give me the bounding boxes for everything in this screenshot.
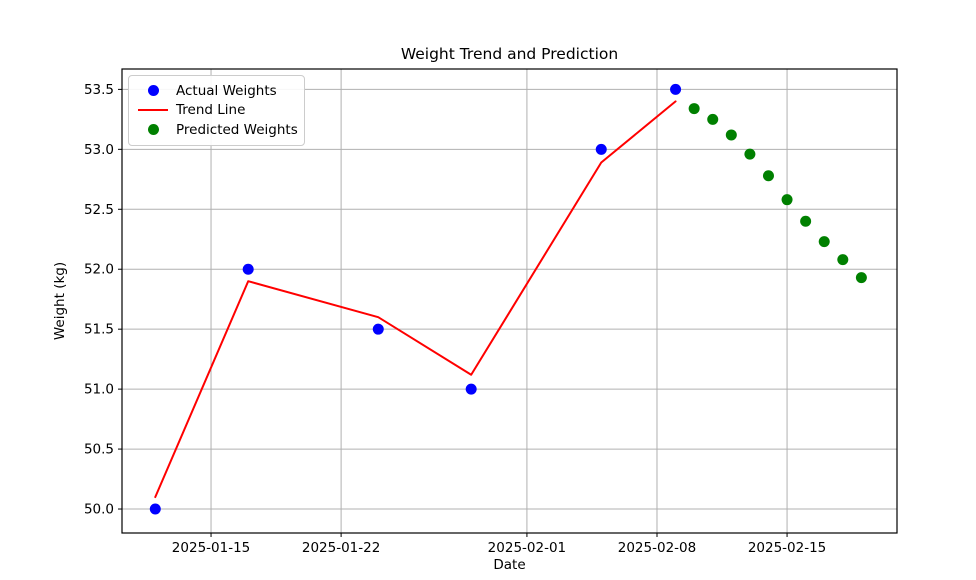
legend-marker-cell xyxy=(138,85,168,97)
x-tick-label: 2025-01-22 xyxy=(302,540,380,556)
x-axis-label: Date xyxy=(493,557,526,573)
x-tick-label: 2025-02-15 xyxy=(748,540,826,556)
actual-weights-point xyxy=(242,263,254,275)
trend-line-icon xyxy=(138,109,168,112)
x-tick-label: 2025-02-01 xyxy=(488,540,566,556)
actual-weights-point xyxy=(149,503,161,515)
predicted-weights-dot-icon xyxy=(147,124,159,136)
legend-label: Actual Weights xyxy=(176,82,277,99)
predicted-weights-point xyxy=(781,194,793,206)
predicted-weights-point xyxy=(688,103,700,115)
legend-item-trend-line: Trend Line xyxy=(129,101,304,121)
y-tick-label: 52.0 xyxy=(84,262,114,278)
trend-line xyxy=(154,100,677,499)
actual-weights-point xyxy=(595,143,607,155)
legend: Actual Weights Trend Line Predicted Weig… xyxy=(128,75,305,146)
plot-border xyxy=(121,68,898,534)
legend-marker-cell xyxy=(138,124,168,136)
legend-label: Predicted Weights xyxy=(176,121,298,138)
actual-weights-point xyxy=(670,83,682,95)
actual-weights-point xyxy=(465,383,477,395)
legend-item-predicted-weights: Predicted Weights xyxy=(129,120,304,140)
y-tick-label: 52.5 xyxy=(84,202,114,218)
legend-marker-cell xyxy=(138,109,168,112)
predicted-weights-point xyxy=(762,170,774,182)
legend-item-actual-weights: Actual Weights xyxy=(129,81,304,101)
y-tick-label: 50.5 xyxy=(84,442,114,458)
y-axis-label: Weight (kg) xyxy=(52,261,68,341)
legend-label: Trend Line xyxy=(176,102,246,119)
y-tick-label: 50.0 xyxy=(84,502,114,518)
y-tick-label: 51.5 xyxy=(84,322,114,338)
predicted-weights-point xyxy=(744,148,756,160)
actual-weights-point xyxy=(372,323,384,335)
predicted-weights-point xyxy=(837,254,849,266)
y-tick-label: 53.5 xyxy=(84,82,114,98)
y-tick-label: 51.0 xyxy=(84,382,114,398)
predicted-weights-point xyxy=(707,113,719,125)
predicted-weights-point xyxy=(800,215,812,227)
x-tick-label: 2025-01-15 xyxy=(172,540,250,556)
actual-weights-dot-icon xyxy=(147,85,159,97)
y-tick-label: 53.0 xyxy=(84,142,114,158)
chart-title: Weight Trend and Prediction xyxy=(400,45,619,63)
predicted-weights-point xyxy=(855,272,867,284)
x-tick-label: 2025-02-08 xyxy=(618,540,696,556)
predicted-weights-point xyxy=(725,129,737,141)
predicted-weights-point xyxy=(818,236,830,248)
